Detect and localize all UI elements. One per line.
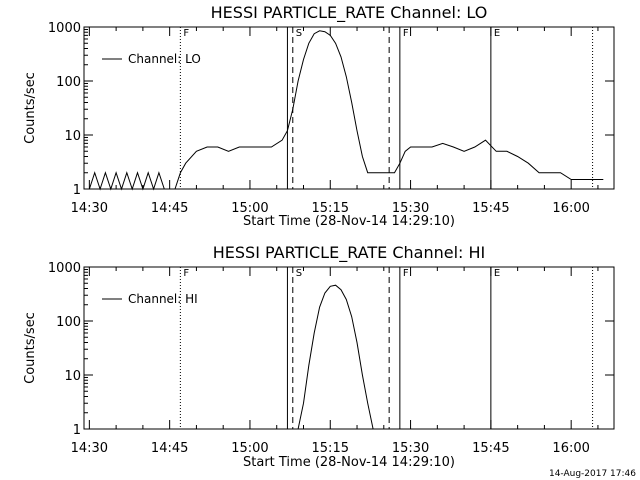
flag-label: E: [494, 268, 500, 279]
y-tick-label: 100: [56, 315, 81, 330]
plot-frame: [83, 26, 615, 190]
x-tick-label: 15:45: [472, 441, 509, 456]
x-tick-label: 15:15: [312, 201, 349, 216]
flag-label: F: [183, 28, 189, 39]
y-axis-label: Counts/sec: [23, 312, 38, 384]
y-tick-label: 1000: [48, 21, 81, 36]
y-tick-label: 10: [64, 129, 81, 144]
chart-title: HESSI PARTICLE_RATE Channel: HI: [213, 243, 486, 263]
series-line: [88, 30, 604, 191]
flag-label: F: [403, 268, 409, 279]
x-tick-label: 14:30: [71, 441, 108, 456]
x-tick-label: 15:00: [231, 441, 268, 456]
x-axis-label: Start Time (28-Nov-14 14:29:10): [243, 455, 455, 470]
x-axis-label: Start Time (28-Nov-14 14:29:10): [243, 214, 455, 229]
x-tick-label: 15:30: [392, 201, 429, 216]
x-tick-label: 15:45: [472, 201, 509, 216]
y-tick-label: 100: [56, 75, 81, 90]
flag-label: F: [403, 28, 409, 39]
x-tick-label: 16:00: [552, 201, 589, 216]
plot-frame: [83, 266, 615, 430]
y-tick-label: 1: [73, 423, 81, 438]
y-tick-label: 1: [73, 183, 81, 198]
y-tick-label: 10: [64, 369, 81, 384]
y-tick-label: 1000: [48, 261, 81, 276]
flag-label: S: [296, 268, 302, 279]
x-tick-label: 15:00: [231, 201, 268, 216]
panel-lo: HESSI PARTICLE_RATE Channel: LO 1 10 100 100…: [23, 3, 615, 229]
x-tick-label: 15:30: [392, 441, 429, 456]
flag-label: F: [183, 268, 189, 279]
x-tick-label: 14:45: [151, 201, 188, 216]
legend-label: Channel: LO: [128, 52, 201, 66]
flag-label: E: [494, 28, 500, 39]
legend-label: Channel: HI: [128, 292, 198, 306]
y-axis-label: Counts/sec: [23, 72, 38, 144]
x-tick-label: 14:30: [71, 201, 108, 216]
x-tick-label: 16:00: [552, 441, 589, 456]
chart-title: HESSI PARTICLE_RATE Channel: LO: [211, 3, 488, 23]
series-line: [297, 284, 374, 430]
x-tick-label: 14:45: [151, 441, 188, 456]
flag-label: S: [296, 28, 302, 39]
footer-date: 14-Aug-2017 17:46: [549, 469, 636, 479]
x-tick-label: 15:15: [312, 441, 349, 456]
panel-hi: HESSI PARTICLE_RATE Channel: HI 1 10 100 100…: [23, 243, 615, 470]
